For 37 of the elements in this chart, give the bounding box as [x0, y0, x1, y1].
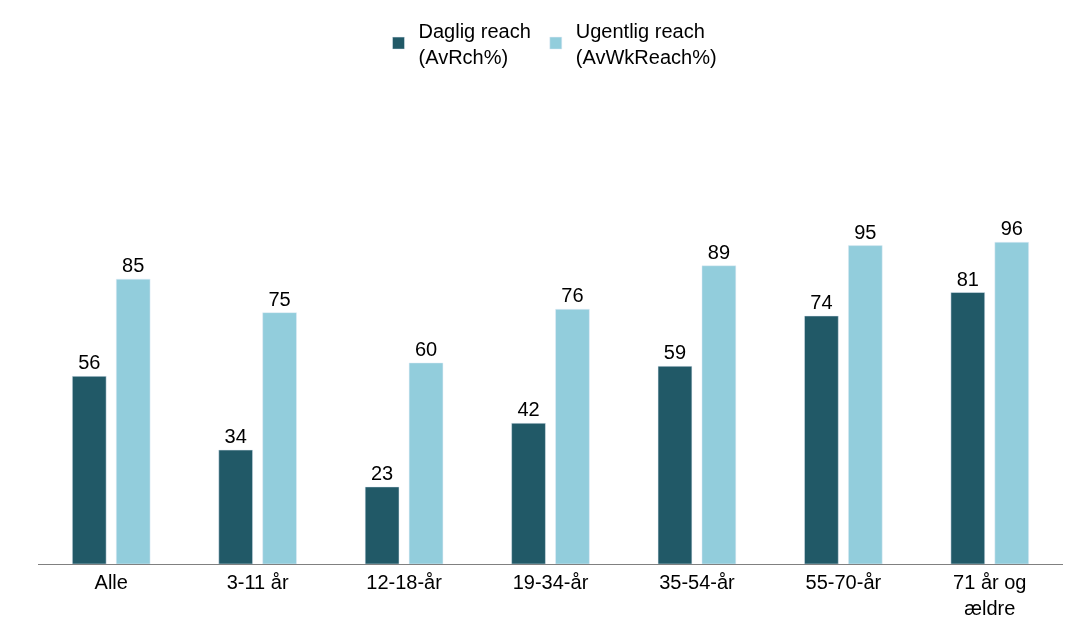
- bar: [848, 245, 883, 564]
- x-tick-label: 35-54-år: [659, 571, 736, 593]
- bar: [364, 486, 400, 564]
- bar: [657, 366, 693, 564]
- legend-label: Ugentlig reach (AvWkReach%): [575, 19, 717, 68]
- bar: [701, 265, 737, 564]
- data-label: 85: [122, 254, 145, 277]
- data-label: 74: [810, 290, 833, 313]
- x-tick-label: 12-18-år: [366, 571, 443, 593]
- data-label: 23: [370, 461, 394, 484]
- bar: [408, 362, 444, 564]
- bar: [804, 315, 839, 564]
- data-label: 89: [707, 240, 731, 263]
- legend-label: Daglig reach (AvRch%): [418, 19, 531, 68]
- data-label: 42: [517, 398, 540, 421]
- bar: [72, 376, 107, 564]
- bar: [994, 242, 1029, 564]
- data-label: 95: [854, 220, 877, 243]
- bar: [950, 292, 985, 564]
- x-tick-label: Alle: [94, 571, 128, 593]
- bar: [218, 449, 253, 564]
- data-label: 76: [561, 284, 584, 307]
- data-label: 56: [78, 351, 101, 374]
- data-label: 96: [1000, 217, 1023, 240]
- x-tick-label: 3-11 år: [226, 571, 289, 593]
- data-label: 81: [956, 267, 979, 290]
- data-label: 59: [663, 341, 687, 364]
- x-tick-label: 55-70-år: [805, 571, 882, 593]
- bar: [555, 309, 590, 564]
- data-label: 34: [224, 425, 247, 448]
- x-tick-label: 71 år og ældre: [953, 571, 1027, 619]
- bar: [262, 312, 297, 564]
- data-label: 60: [414, 337, 438, 360]
- x-tick-label: 19-34-år: [512, 571, 589, 593]
- bar: [116, 278, 151, 564]
- bar: [511, 422, 546, 564]
- data-label: 75: [268, 287, 291, 310]
